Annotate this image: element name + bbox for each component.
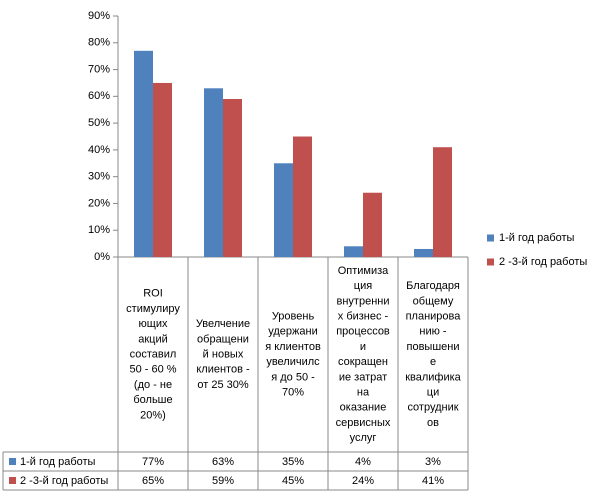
- table-cell: 24%: [352, 475, 374, 487]
- y-tick-label: 60%: [88, 90, 110, 102]
- y-tick-label: 70%: [88, 63, 110, 75]
- category-label: Благодаря общему планирова нию -повышени е кв…: [405, 280, 461, 429]
- legend-key: [487, 258, 494, 266]
- y-tick-label: 40%: [88, 144, 110, 156]
- y-tick-label: 10%: [88, 224, 110, 236]
- legend-label: 1-й год работы: [499, 232, 575, 244]
- bar: [223, 99, 242, 257]
- bar: [293, 136, 312, 257]
- table-cell: 35%: [282, 456, 304, 468]
- category-label: Оптимиза ция внутренни х бизнес -процессов и…: [336, 265, 391, 444]
- y-tick-label: 90%: [88, 10, 110, 22]
- category-label: ROI стимулиру ющих акций составил 50 - 60 % (д…: [126, 288, 180, 422]
- legend-label: 2 -3-й год работы: [499, 256, 587, 268]
- y-tick-label: 20%: [88, 197, 110, 209]
- bar: [204, 88, 223, 257]
- table-cell: 45%: [282, 475, 304, 487]
- bar: [134, 50, 153, 257]
- category-label: Увелчение обращени й новых клиентов -от 25 …: [196, 318, 250, 391]
- bar: [414, 248, 433, 257]
- table-cell: 77%: [142, 456, 164, 468]
- table-row-label: 1-й год работы: [20, 456, 96, 468]
- y-tick-label: 30%: [88, 171, 110, 183]
- y-tick-label: 0%: [94, 251, 110, 263]
- bar: [274, 163, 293, 257]
- table-cell: 65%: [142, 475, 164, 487]
- y-tick-label: 80%: [88, 37, 110, 49]
- bar: [153, 82, 172, 257]
- table-cell: 59%: [212, 475, 234, 487]
- table-cell: 63%: [212, 456, 234, 468]
- table-legend-key: [9, 458, 16, 465]
- table-cell: 4%: [355, 456, 371, 468]
- table-cell: 41%: [422, 475, 444, 487]
- table-cell: 3%: [425, 456, 441, 468]
- bar: [433, 147, 452, 257]
- table-legend-key: [9, 477, 16, 484]
- y-tick-label: 50%: [88, 117, 110, 129]
- table-row-label: 2 -3-й год работы: [20, 475, 108, 487]
- bar: [344, 246, 363, 257]
- bar: [363, 192, 382, 257]
- category-label: Уровень удержани я клиентов увеличилс я до 5…: [265, 310, 321, 398]
- legend-key: [487, 234, 494, 242]
